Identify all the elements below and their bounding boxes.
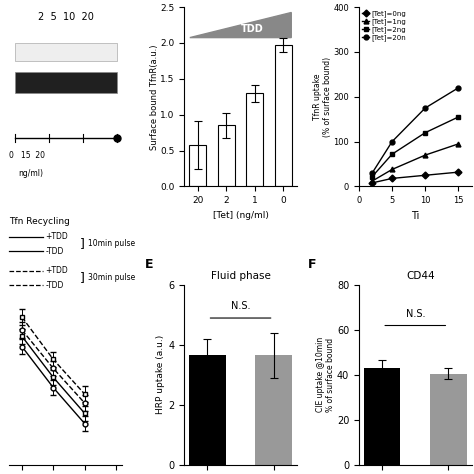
Bar: [218, 126, 235, 186]
Bar: [364, 368, 401, 465]
Text: B: B: [164, 0, 173, 2]
Text: ng/ml): ng/ml): [18, 169, 44, 178]
Bar: [189, 145, 206, 186]
[Tet]=0ng: [456, 169, 461, 175]
[Tet]=2ng: [369, 174, 375, 180]
Text: C: C: [328, 0, 337, 2]
[Tet]=0ng: [422, 173, 428, 178]
[Tet]=2ng: [456, 114, 461, 120]
Bar: [430, 374, 466, 465]
X-axis label: [Tet] (ng/ml): [Tet] (ng/ml): [213, 211, 268, 220]
[Tet]=1ng: [456, 141, 461, 147]
[Tet]=20n: [389, 139, 395, 145]
Y-axis label: TfnR uptake
(% of surface bound): TfnR uptake (% of surface bound): [312, 57, 332, 137]
Text: Tfn Recycling: Tfn Recycling: [9, 217, 70, 226]
Text: +TDD: +TDD: [46, 266, 68, 275]
Line: [Tet]=20n: [Tet]=20n: [370, 85, 461, 175]
[Tet]=2ng: [422, 130, 428, 136]
Text: E: E: [145, 258, 153, 271]
Polygon shape: [190, 12, 292, 37]
Text: -TDD: -TDD: [46, 281, 64, 290]
Text: N.S.: N.S.: [406, 309, 425, 319]
Bar: [246, 93, 264, 186]
Text: F: F: [308, 258, 317, 271]
Text: ]: ]: [79, 272, 84, 284]
Text: -TDD: -TDD: [46, 246, 64, 255]
Text: +TDD: +TDD: [46, 232, 68, 241]
Text: ]: ]: [79, 237, 84, 250]
Bar: [15, 72, 117, 93]
[Tet]=20n: [369, 170, 375, 176]
Bar: [255, 356, 292, 465]
Text: Fluid phase: Fluid phase: [210, 271, 271, 281]
Text: 10min pulse: 10min pulse: [88, 239, 136, 248]
[Tet]=20n: [422, 105, 428, 111]
Text: 2  5  10  20: 2 5 10 20: [37, 12, 93, 22]
Line: [Tet]=2ng: [Tet]=2ng: [370, 115, 461, 179]
[Tet]=1ng: [422, 152, 428, 158]
[Tet]=2ng: [389, 151, 395, 157]
[Tet]=0ng: [369, 180, 375, 186]
Bar: [189, 356, 226, 465]
[Tet]=1ng: [389, 166, 395, 172]
Y-axis label: Surface bound TfnR(a.u.): Surface bound TfnR(a.u.): [150, 44, 159, 150]
[Tet]=1ng: [369, 178, 375, 184]
Legend: [Tet]=0ng, [Tet]=1ng, [Tet]=2ng, [Tet]=20n: [Tet]=0ng, [Tet]=1ng, [Tet]=2ng, [Tet]=2…: [363, 10, 406, 41]
Text: CD44: CD44: [407, 271, 435, 281]
[Tet]=20n: [456, 85, 461, 91]
Text: TDD: TDD: [240, 24, 263, 34]
Text: 0   15  20: 0 15 20: [9, 151, 46, 160]
Line: [Tet]=0ng: [Tet]=0ng: [370, 170, 461, 185]
X-axis label: Ti: Ti: [411, 211, 419, 221]
Text: 30min pulse: 30min pulse: [88, 273, 136, 283]
Y-axis label: HRP uptake (a.u.): HRP uptake (a.u.): [156, 335, 165, 414]
Y-axis label: CIE uptake @10min
% of surface bound: CIE uptake @10min % of surface bound: [316, 337, 336, 412]
Text: N.S.: N.S.: [231, 301, 250, 310]
[Tet]=0ng: [389, 175, 395, 181]
Line: [Tet]=1ng: [Tet]=1ng: [370, 141, 461, 183]
Bar: [275, 45, 292, 186]
Bar: [15, 43, 117, 61]
